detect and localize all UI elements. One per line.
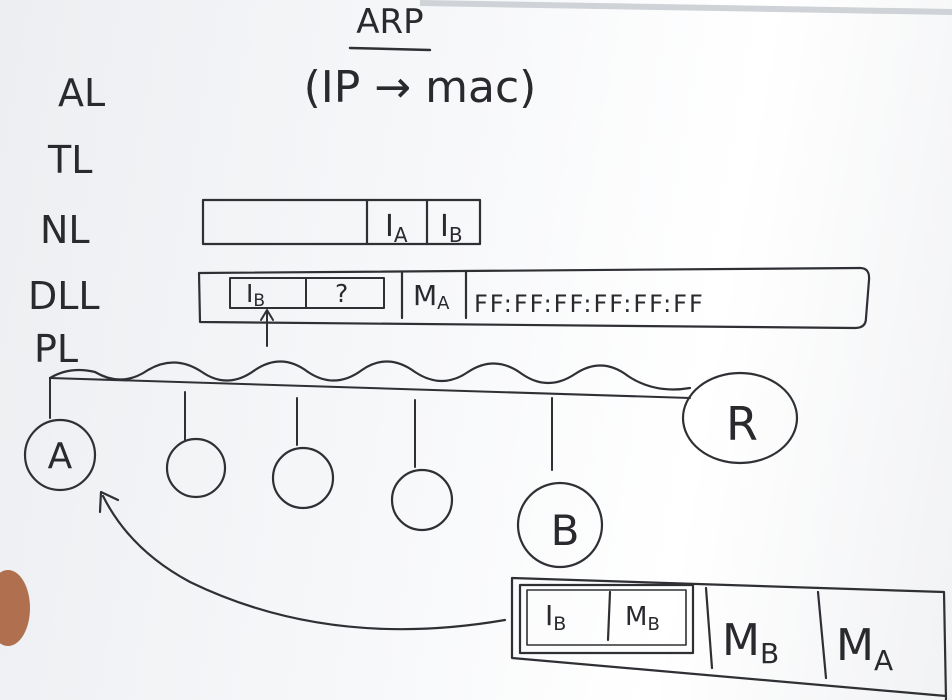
layer-label-nl: NL bbox=[40, 208, 90, 252]
layer-label-al: AL bbox=[58, 71, 105, 115]
title-overline bbox=[348, 46, 432, 52]
reply-arrow bbox=[101, 494, 507, 631]
arp-request-broadcast-mac: FF:FF:FF:FF:FF:FF bbox=[474, 290, 705, 318]
host-b: B bbox=[516, 481, 604, 569]
nl-src-ip: IA bbox=[385, 209, 408, 247]
layer-label-pl: PL bbox=[34, 327, 78, 371]
signal-wave bbox=[48, 360, 692, 391]
arp-request-src-mac: MA bbox=[413, 279, 450, 314]
arrow-head-icon bbox=[98, 490, 120, 514]
host-node-1 bbox=[165, 437, 227, 499]
arrow-up-icon bbox=[260, 309, 274, 321]
arp-request-frame: IB ? MA FF:FF:FF:FF:FF:FF bbox=[197, 266, 871, 347]
arp-reply-frame: IB MB MB MA bbox=[510, 576, 948, 700]
arp-request-payload-ip: IB bbox=[246, 279, 265, 311]
host-node-2 bbox=[271, 446, 335, 510]
diagram-subtitle: (IP → mac) bbox=[304, 62, 537, 113]
arp-reply-dst-mac: MA bbox=[836, 620, 893, 677]
bus-line bbox=[49, 377, 691, 399]
host-b-label: B bbox=[551, 506, 580, 555]
host-a: A bbox=[23, 418, 97, 492]
layer-label-dll: DLL bbox=[28, 274, 100, 318]
host-a-label: A bbox=[48, 436, 73, 477]
arp-reply-src-mac: MB bbox=[722, 615, 779, 670]
presenter-hand bbox=[0, 570, 30, 646]
nl-packet: IA IB bbox=[201, 198, 482, 247]
board-frame-edge bbox=[419, 0, 952, 15]
arp-reply-payload-mac: MB bbox=[625, 602, 660, 635]
router-r: R bbox=[681, 371, 799, 465]
host-node-3 bbox=[390, 468, 454, 532]
arp-reply-payload-ip: IB bbox=[545, 599, 566, 635]
router-r-label: R bbox=[726, 397, 758, 451]
diagram-title: ARP bbox=[356, 2, 423, 42]
nl-dst-ip: IB bbox=[440, 209, 463, 247]
arp-request-unknown-mac: ? bbox=[335, 279, 348, 308]
layer-label-tl: TL bbox=[47, 138, 92, 182]
